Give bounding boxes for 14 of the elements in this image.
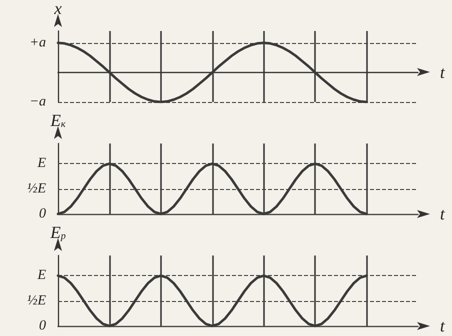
ref-line-label: 0 bbox=[39, 318, 46, 334]
y-axis-title: Eр bbox=[49, 223, 66, 242]
ref-line-label: ½E bbox=[26, 181, 46, 196]
ref-line-label: +a bbox=[30, 35, 46, 50]
ref-line-label: ½E bbox=[26, 293, 46, 308]
ref-line-label: 0 bbox=[39, 206, 46, 222]
y-axis-title: Eк bbox=[49, 111, 66, 130]
x-axis-title: t bbox=[440, 316, 446, 336]
y-axis-title: x bbox=[53, 0, 62, 18]
ref-line-label: E bbox=[36, 156, 46, 172]
x-axis-title: t bbox=[440, 204, 446, 224]
x-axis-title: t bbox=[440, 62, 446, 82]
ref-line-label: −a bbox=[30, 94, 46, 110]
ref-line-label: E bbox=[36, 268, 46, 284]
